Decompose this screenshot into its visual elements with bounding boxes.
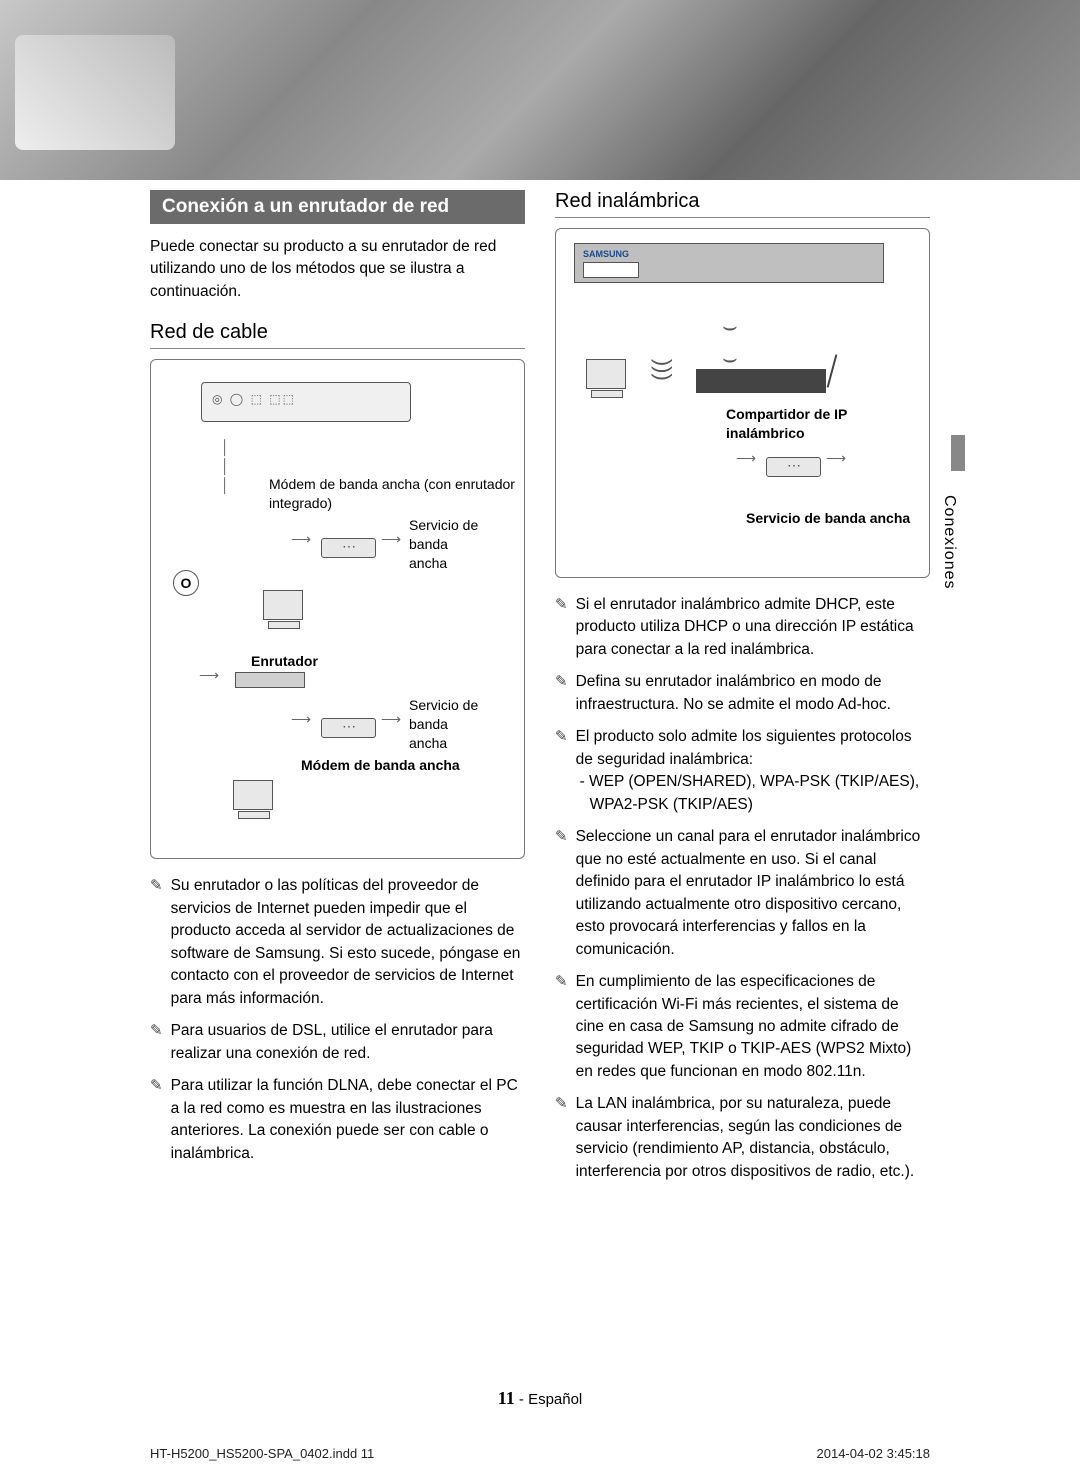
pc-icon	[263, 590, 303, 620]
note-item: ✎ El producto solo admite los siguientes…	[555, 726, 930, 816]
page-lang-sep: -	[519, 1391, 528, 1408]
notes-left: ✎ Su enrutador o las políticas del prove…	[150, 875, 525, 1165]
label-broadband-2: Servicio de banda ancha	[409, 696, 489, 753]
arrow-line-icon: │││	[221, 438, 230, 495]
label-broadband-wireless: Servicio de banda ancha	[746, 509, 910, 528]
modem-icon	[321, 538, 376, 558]
section-header: Conexión a un enrutador de red	[150, 190, 525, 224]
diagram-wired: Módem de banda ancha (con enrutador inte…	[150, 359, 525, 859]
notes-right: ✎ Si el enrutador inalámbrico admite DHC…	[555, 594, 930, 1183]
note-icon: ✎	[555, 971, 568, 1083]
note-item: ✎ Para utilizar la función DLNA, debe co…	[150, 1075, 525, 1165]
modem-icon	[766, 457, 821, 477]
modem-icon	[321, 718, 376, 738]
note-icon: ✎	[150, 1075, 163, 1165]
router-icon	[235, 672, 305, 688]
note-icon: ✎	[150, 1020, 163, 1065]
note-item: ✎ La LAN inalámbrica, por su naturaleza,…	[555, 1093, 930, 1183]
wifi-wave-icon: )))	[648, 359, 678, 381]
right-column: Red inalámbrica SAMSUNG ⌣⌣ ))) Compartid…	[555, 190, 930, 1199]
rear-panel-illustration	[201, 382, 411, 422]
or-badge: O	[173, 570, 199, 596]
note-icon: ✎	[555, 594, 568, 661]
display-window	[583, 262, 639, 278]
note-text: En cumplimiento de las especificaciones …	[576, 971, 930, 1083]
note-item: ✎ Si el enrutador inalámbrico admite DHC…	[555, 594, 930, 661]
left-column: Conexión a un enrutador de red Puede con…	[150, 190, 525, 1199]
page-language: Español	[528, 1391, 582, 1408]
subheader-cable: Red de cable	[150, 321, 525, 349]
note-icon: ✎	[555, 726, 568, 816]
arrow-icon: ⟶	[826, 449, 846, 468]
note-text: Seleccione un canal para el enrutador in…	[576, 826, 930, 961]
doc-filename: HT-H5200_HS5200-SPA_0402.indd 11	[150, 1446, 374, 1461]
wifi-wave-icon: ⌣⌣	[722, 311, 738, 376]
side-tab-marker	[951, 435, 965, 471]
page-footer: 11 - Español	[0, 1388, 1080, 1409]
note-item: ✎ En cumplimiento de las especificacione…	[555, 971, 930, 1083]
note-item: ✎ Defina su enrutador inalámbrico en mod…	[555, 671, 930, 716]
page-content: Conexión a un enrutador de red Puede con…	[0, 180, 1080, 1199]
intro-paragraph: Puede conectar su producto a su enrutado…	[150, 236, 525, 303]
wireless-router-icon	[696, 369, 826, 393]
arrow-icon: ⟶	[381, 710, 401, 729]
note-item: ✎ Su enrutador o las políticas del prove…	[150, 875, 525, 1010]
page-number: 11	[498, 1388, 515, 1408]
label-ip-sharer: Compartidor de IP inalámbrico	[726, 405, 929, 443]
arrow-icon: ⟶	[736, 449, 756, 468]
subheader-wireless: Red inalámbrica	[555, 190, 930, 218]
note-icon: ✎	[555, 1093, 568, 1183]
note-icon: ✎	[555, 671, 568, 716]
note-text: Si el enrutador inalámbrico admite DHCP,…	[576, 594, 930, 661]
note-subitem: - WEP (OPEN/SHARED), WPA-PSK (TKIP/AES),…	[576, 771, 930, 816]
label-broadband-1: Servicio de banda ancha	[409, 516, 489, 573]
label-router: Enrutador	[251, 652, 318, 671]
arrow-icon: ⟶	[291, 530, 311, 549]
label-modem-integrated: Módem de banda ancha (con enrutador inte…	[269, 475, 524, 513]
note-text: Para usuarios de DSL, utilice el enrutad…	[171, 1020, 525, 1065]
note-text: El producto solo admite los siguientes p…	[576, 726, 930, 816]
diagram-wireless: SAMSUNG ⌣⌣ ))) Compartidor de IP inalámb…	[555, 228, 930, 578]
note-icon: ✎	[150, 875, 163, 1010]
doc-timestamp: 2014-04-02 3:45:18	[817, 1446, 930, 1461]
arrow-icon: ⟶	[291, 710, 311, 729]
note-text: Defina su enrutador inalámbrico en modo …	[576, 671, 930, 716]
note-text: Su enrutador o las políticas del proveed…	[171, 875, 525, 1010]
side-tab-label: Conexiones	[940, 495, 958, 590]
arrow-icon: ⟶	[381, 530, 401, 549]
pc-icon	[233, 780, 273, 810]
note-item: ✎ Para usuarios de DSL, utilice el enrut…	[150, 1020, 525, 1065]
note-item: ✎ Seleccione un canal para el enrutador …	[555, 826, 930, 961]
document-footer: HT-H5200_HS5200-SPA_0402.indd 11 2014-04…	[150, 1446, 930, 1461]
banner-image	[0, 0, 1080, 180]
pc-icon	[586, 359, 626, 389]
soundbar-illustration: SAMSUNG	[574, 243, 884, 283]
brand-label: SAMSUNG	[583, 248, 629, 260]
note-text: La LAN inalámbrica, por su naturaleza, p…	[576, 1093, 930, 1183]
note-text: Para utilizar la función DLNA, debe cone…	[171, 1075, 525, 1165]
arrow-icon: ⟶	[199, 666, 219, 685]
label-modem: Módem de banda ancha	[301, 756, 460, 775]
note-icon: ✎	[555, 826, 568, 961]
